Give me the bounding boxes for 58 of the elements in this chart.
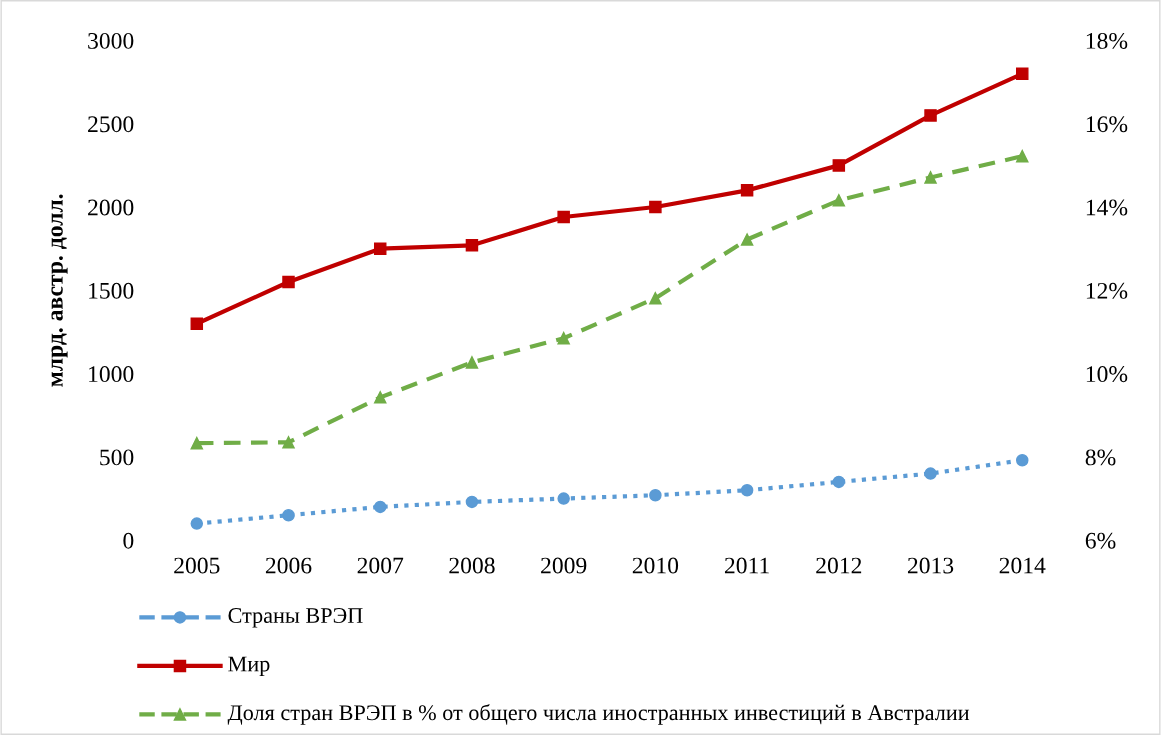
x-tick-label: 2006 <box>265 557 312 574</box>
y2-tick-label: 16% <box>1086 116 1128 133</box>
point <box>649 488 662 502</box>
x-tick-label: 2009 <box>541 557 587 574</box>
point <box>190 436 204 450</box>
point <box>373 391 387 404</box>
point <box>924 171 937 184</box>
y-tick-label: 3000 <box>88 32 134 49</box>
legend-label: Страны ВРЭП <box>228 608 363 628</box>
y-tick-label: 0 <box>123 532 134 549</box>
point <box>465 495 479 509</box>
point <box>190 317 204 330</box>
point <box>373 500 387 514</box>
point <box>282 275 295 289</box>
x-tick-label: 2014 <box>999 557 1046 574</box>
x-tick-label: 2007 <box>357 557 404 574</box>
y-axis-title: млрд. австр. долл. <box>51 194 68 387</box>
x-tick-label: 2010 <box>632 557 679 574</box>
point <box>649 200 662 214</box>
y-tick-label: 1500 <box>89 282 134 299</box>
point <box>740 184 754 197</box>
point <box>740 233 754 246</box>
point <box>557 492 570 505</box>
point <box>832 475 846 489</box>
y-tick-label: 500 <box>100 449 134 466</box>
y2-tick-label: 14% <box>1086 199 1128 216</box>
y-tick-label: 1000 <box>89 366 134 383</box>
x-tick-label: 2012 <box>816 557 862 574</box>
point <box>832 194 846 207</box>
point <box>282 436 295 449</box>
point <box>190 517 204 530</box>
y2-tick-label: 8% <box>1085 449 1116 466</box>
y2-tick-label: 10% <box>1086 366 1128 383</box>
point <box>1016 454 1029 467</box>
point <box>740 483 754 497</box>
y2-tick-label: 6% <box>1085 532 1116 549</box>
point <box>465 239 479 252</box>
point <box>924 467 937 480</box>
point <box>465 356 479 369</box>
point <box>1016 67 1029 80</box>
legend-label: Мир <box>228 656 270 676</box>
x-tick-label: 2011 <box>724 557 769 574</box>
point <box>557 331 570 345</box>
legend-label: Доля стран ВРЭП в % от общего числа иностранных инвестиций в Австралии <box>227 704 970 725</box>
y2-tick-label: 12% <box>1086 282 1128 299</box>
y-tick-label: 2000 <box>88 199 134 216</box>
x-tick-label: 2008 <box>449 557 495 574</box>
x-tick-label: 2013 <box>907 557 954 574</box>
x-tick-label: 2005 <box>174 557 220 574</box>
y-tick-label: 2500 <box>88 116 134 133</box>
point <box>649 291 662 305</box>
point <box>282 508 295 522</box>
point <box>924 109 937 122</box>
point <box>373 242 387 255</box>
point <box>832 159 846 172</box>
point <box>1016 149 1029 163</box>
point <box>557 210 570 224</box>
y2-tick-label: 18% <box>1086 32 1128 49</box>
